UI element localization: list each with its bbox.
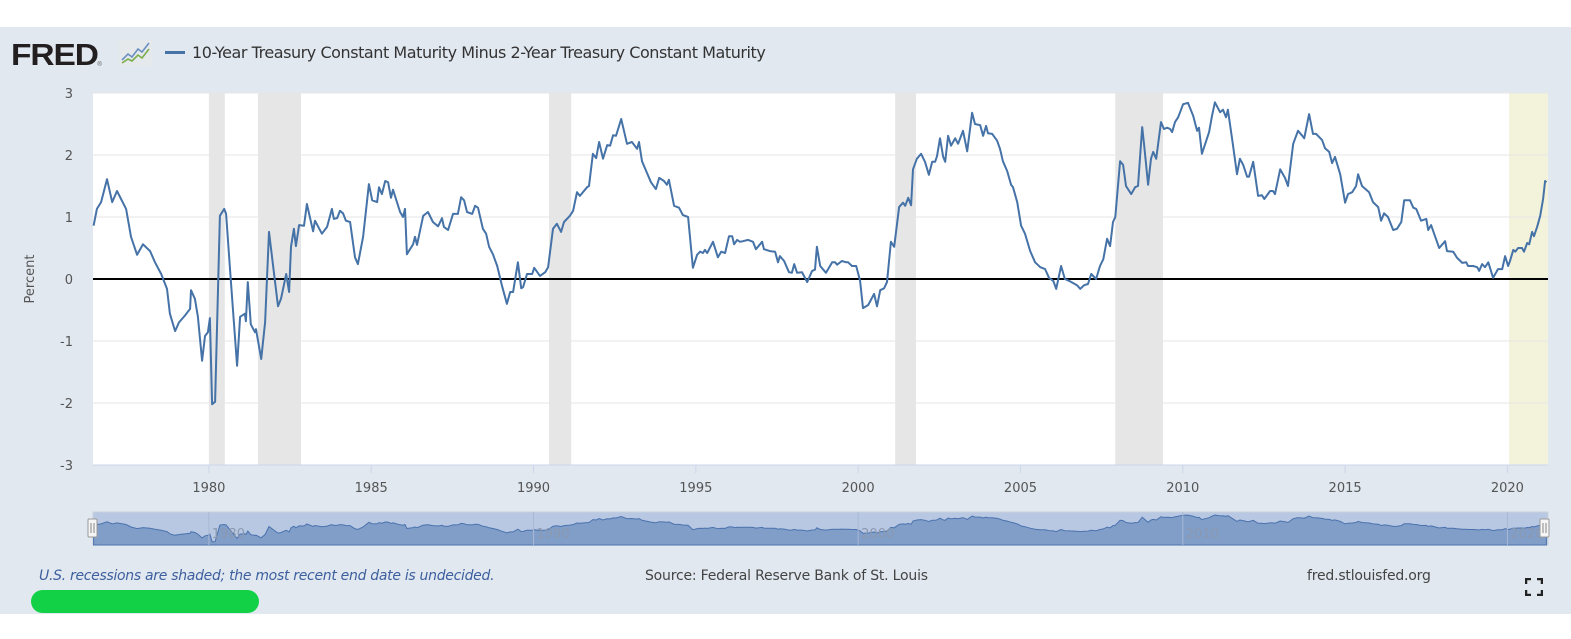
x-tick-label: 2015 bbox=[1329, 481, 1362, 496]
x-tick-labels: 1980 1985 1990 1995 2000 2005 2010 2015 2020 bbox=[192, 465, 1524, 496]
fred-logo[interactable]: FRED ® bbox=[11, 38, 102, 70]
registered-mark: ® bbox=[97, 62, 102, 68]
navigator-label: 2020 bbox=[1510, 527, 1543, 542]
y-tick-label: 0 bbox=[65, 273, 73, 288]
navigator-label: 2000 bbox=[861, 527, 894, 542]
navigator[interactable]: 1980 1990 2000 2010 2020 bbox=[87, 511, 1550, 546]
source-text: Source: Federal Reserve Bank of St. Loui… bbox=[645, 568, 928, 584]
fred-url-link[interactable]: fred.stlouisfed.org bbox=[1307, 568, 1431, 584]
navigator-labels: 1980 1990 2000 2010 2020 bbox=[208, 512, 1544, 545]
x-tick-label: 1980 bbox=[192, 481, 225, 496]
redaction-mark bbox=[31, 590, 259, 613]
x-tick-label: 2020 bbox=[1491, 481, 1524, 496]
fullscreen-icon[interactable] bbox=[1524, 577, 1544, 597]
recession-note: U.S. recessions are shaded; the most rec… bbox=[39, 568, 495, 584]
navigator-label: 1990 bbox=[537, 527, 570, 542]
y-tick-labels: 3 2 1 0 -1 -2 -3 bbox=[60, 87, 73, 474]
navigator-label: 2010 bbox=[1186, 527, 1219, 542]
fred-graph-icon bbox=[119, 40, 152, 66]
navigator-label: 1980 bbox=[212, 527, 245, 542]
x-tick-label: 2010 bbox=[1166, 481, 1199, 496]
x-tick-label: 1985 bbox=[355, 481, 388, 496]
legend[interactable]: 10-Year Treasury Constant Maturity Minus… bbox=[165, 43, 766, 62]
y-axis-label: Percent bbox=[23, 255, 38, 304]
y-tick-label: -2 bbox=[60, 397, 73, 412]
y-tick-label: 1 bbox=[65, 211, 73, 226]
legend-swatch bbox=[165, 51, 185, 54]
x-tick-label: 2005 bbox=[1004, 481, 1037, 496]
x-tick-label: 2000 bbox=[842, 481, 875, 496]
navigator-left-handle[interactable] bbox=[87, 518, 98, 538]
y-tick-label: 2 bbox=[65, 149, 73, 164]
x-tick-label: 1990 bbox=[517, 481, 550, 496]
fred-logo-text: FRED bbox=[11, 37, 99, 72]
y-tick-label: 3 bbox=[65, 87, 73, 102]
series-line[interactable] bbox=[92, 101, 1548, 406]
navigator-right-handle[interactable] bbox=[1539, 518, 1550, 538]
x-tick-label: 1995 bbox=[679, 481, 712, 496]
gridlines bbox=[93, 92, 1548, 466]
y-tick-label: -3 bbox=[60, 459, 73, 474]
legend-label: 10-Year Treasury Constant Maturity Minus… bbox=[192, 43, 766, 62]
y-tick-label: -1 bbox=[60, 335, 73, 350]
